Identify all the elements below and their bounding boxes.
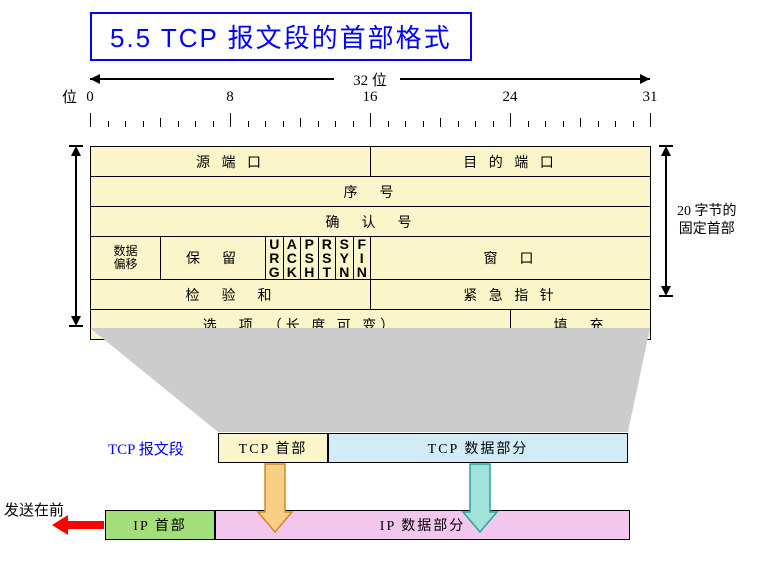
- ruler-tick: [493, 121, 494, 127]
- ruler-tick: [178, 121, 179, 127]
- ruler-tick: [405, 121, 406, 127]
- header-field: 确 认 号: [91, 207, 651, 237]
- ruler-tick: [318, 121, 319, 127]
- ruler-tick: [423, 121, 424, 127]
- ruler-tick-label: 0: [86, 89, 94, 106]
- ruler-tick: [195, 121, 196, 127]
- tcp-segment-label: TCP 报文段: [108, 441, 184, 461]
- header-field: 源 端 口: [91, 147, 371, 177]
- header-field: 数据偏移: [91, 237, 161, 280]
- ruler-tick: [633, 121, 634, 127]
- ruler-tick: [458, 121, 459, 127]
- ruler-tick: [125, 121, 126, 127]
- ruler-tick: [230, 113, 231, 127]
- ruler-tick: [598, 121, 599, 127]
- bit-ruler: 08162431: [90, 107, 650, 127]
- header-field: 保 留: [161, 237, 266, 280]
- ruler-tick: [353, 121, 354, 127]
- ruler-tick: [248, 121, 249, 127]
- ruler-tick-label: 16: [363, 89, 378, 106]
- flag-cell: PSH: [301, 237, 319, 280]
- ruler-tick: [563, 121, 564, 127]
- ruler-tick: [160, 118, 161, 127]
- ip-data-box: IP 数据部分: [215, 510, 630, 540]
- flag-cell: SYN: [336, 237, 354, 280]
- ruler-tick: [283, 121, 284, 127]
- ruler-tick: [300, 118, 301, 127]
- flag-cell: FIN: [353, 237, 371, 280]
- ruler-tick-label: 8: [226, 89, 234, 106]
- ruler-tick: [143, 121, 144, 127]
- ruler-tick: [615, 121, 616, 127]
- header-field: 检 验 和: [91, 280, 371, 310]
- header-field: 选 项 （长 度 可 变）: [91, 310, 511, 340]
- ruler-caption-group: 32 位: [90, 69, 650, 89]
- header-field: 目 的 端 口: [371, 147, 651, 177]
- ruler-tick: [580, 118, 581, 127]
- header-field: 窗 口: [371, 237, 651, 280]
- ip-header-box: IP 首部: [105, 510, 215, 540]
- header-field: 填 充: [511, 310, 651, 340]
- ruler-tick: [650, 113, 651, 127]
- ruler-tick: [528, 121, 529, 127]
- bit-prefix: 位: [62, 89, 77, 109]
- ruler-tick: [510, 113, 511, 127]
- ruler-tick: [545, 121, 546, 127]
- ruler-tick: [440, 118, 441, 127]
- tcp-data-box: TCP 数据部分: [328, 433, 628, 463]
- send-first-label: 发送在前: [4, 502, 64, 522]
- flag-cell: ACK: [283, 237, 301, 280]
- ruler-tick: [475, 121, 476, 127]
- ruler-tick: [265, 121, 266, 127]
- flag-cell: RST: [318, 237, 336, 280]
- ruler-tick-label: 24: [503, 89, 518, 106]
- ruler-tick: [213, 121, 214, 127]
- page-title: 5.5 TCP 报文段的首部格式: [90, 12, 472, 61]
- ruler-tick: [370, 113, 371, 127]
- header-field: 紧 急 指 针: [371, 280, 651, 310]
- tcp-header-box: TCP 首部: [218, 433, 328, 463]
- ruler-tick: [90, 113, 91, 127]
- title-text: 5.5 TCP 报文段的首部格式: [110, 23, 452, 53]
- ruler-tick-label: 31: [643, 89, 658, 106]
- ruler-caption: 32 位: [340, 69, 400, 90]
- header-field: 序 号: [91, 177, 651, 207]
- flag-cell: URG: [266, 237, 284, 280]
- ruler-tick: [108, 121, 109, 127]
- ruler-tick: [388, 121, 389, 127]
- ruler-tick: [335, 121, 336, 127]
- tcp-header-table: 源 端 口目 的 端 口序 号确 认 号数据偏移保 留URGACKPSHRSTS…: [90, 146, 651, 340]
